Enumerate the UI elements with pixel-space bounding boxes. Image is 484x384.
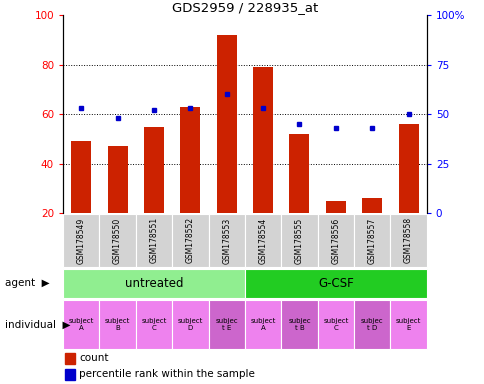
Text: individual  ▶: individual ▶: [5, 319, 70, 329]
Bar: [136, 214, 172, 267]
Bar: [244, 214, 281, 267]
Text: GSM178556: GSM178556: [331, 217, 340, 263]
Bar: [180, 107, 200, 213]
Bar: [353, 214, 390, 267]
Text: subject
A: subject A: [68, 318, 94, 331]
Bar: [281, 300, 317, 349]
Bar: [172, 214, 208, 267]
Text: G-CSF: G-CSF: [318, 277, 353, 290]
Bar: [216, 35, 236, 213]
Text: agent  ▶: agent ▶: [5, 278, 49, 288]
Text: GSM178555: GSM178555: [294, 217, 303, 263]
Bar: [144, 127, 164, 213]
Text: subject
C: subject C: [141, 318, 166, 331]
Bar: [172, 300, 208, 349]
Text: GSM178552: GSM178552: [185, 217, 195, 263]
Text: subject
B: subject B: [105, 318, 130, 331]
Text: subjec
t D: subjec t D: [360, 318, 383, 331]
Text: percentile rank within the sample: percentile rank within the sample: [79, 369, 255, 379]
Bar: [398, 124, 418, 213]
Bar: [65, 353, 75, 364]
Bar: [253, 67, 272, 213]
Bar: [244, 300, 281, 349]
Text: subjec
t E: subjec t E: [215, 318, 238, 331]
Bar: [390, 300, 426, 349]
Bar: [317, 300, 353, 349]
Bar: [99, 214, 136, 267]
Text: GSM178550: GSM178550: [113, 217, 122, 263]
Bar: [353, 300, 390, 349]
Text: GSM178558: GSM178558: [403, 217, 412, 263]
Bar: [208, 214, 244, 267]
Text: subject
E: subject E: [395, 318, 421, 331]
Bar: [289, 134, 309, 213]
Text: GSM178551: GSM178551: [149, 217, 158, 263]
Bar: [136, 300, 172, 349]
Bar: [63, 300, 99, 349]
Bar: [390, 214, 426, 267]
Text: count: count: [79, 353, 109, 364]
Text: GSM178557: GSM178557: [367, 217, 376, 263]
Bar: [65, 369, 75, 379]
Title: GDS2959 / 228935_at: GDS2959 / 228935_at: [171, 1, 318, 14]
Bar: [63, 214, 99, 267]
Bar: [362, 198, 381, 213]
Bar: [325, 201, 345, 213]
Bar: [208, 300, 244, 349]
Bar: [244, 269, 426, 298]
Bar: [317, 214, 353, 267]
Bar: [71, 141, 91, 213]
Text: subject
D: subject D: [177, 318, 203, 331]
Text: untreated: untreated: [124, 277, 183, 290]
Bar: [107, 146, 127, 213]
Text: subjec
t B: subjec t B: [287, 318, 310, 331]
Text: GSM178549: GSM178549: [76, 217, 86, 263]
Text: GSM178554: GSM178554: [258, 217, 267, 263]
Bar: [99, 300, 136, 349]
Text: subject
C: subject C: [322, 318, 348, 331]
Text: subject
A: subject A: [250, 318, 275, 331]
Bar: [281, 214, 317, 267]
Text: GSM178553: GSM178553: [222, 217, 231, 263]
Bar: [63, 269, 244, 298]
